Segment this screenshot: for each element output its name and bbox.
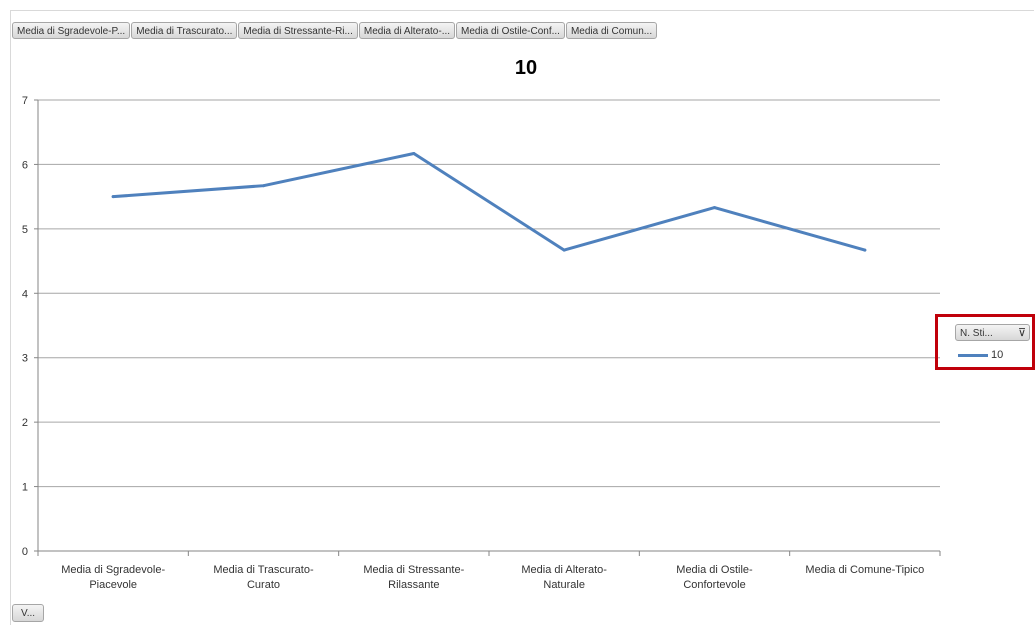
x-axis-categories: Media di Sgradevole- Piacevole Media di Tr… (37, 551, 941, 591)
x-category-label: Media di Alterato- (521, 564, 607, 576)
x-category-label: Piacevole (89, 579, 137, 591)
field-button-alterato[interactable]: Media di Alterato-... (358, 22, 456, 39)
y-tick-label: 4 (22, 288, 28, 300)
data-point (863, 248, 867, 252)
legend-field-button[interactable]: N. Sti... ⊽ (955, 324, 1030, 341)
x-category-label: Naturale (543, 579, 585, 591)
data-point (713, 206, 716, 210)
y-tick-label: 7 (22, 95, 28, 107)
legend-highlight-box (935, 314, 1035, 370)
series (111, 151, 867, 252)
gridlines (38, 99, 940, 488)
value-field-buttons: Media di Sgradevole-P... Media di Trascu… (12, 22, 658, 39)
field-button-stressante[interactable]: Media di Stressante-Ri... (238, 22, 358, 39)
legend-entry: 10 (958, 348, 1003, 362)
y-tick-label: 5 (22, 224, 28, 236)
axes (37, 100, 940, 552)
field-button-ostile[interactable]: Media di Ostile-Conf... (456, 22, 565, 39)
x-category-label: Media di Trascurato- (213, 564, 314, 576)
x-category-label: Rilassante (388, 579, 439, 591)
data-point (562, 248, 566, 252)
y-tick-label: 1 (22, 482, 28, 494)
field-button-comune[interactable]: Media di Comun... (565, 22, 658, 39)
x-category-label: Media di Ostile- (676, 564, 753, 576)
x-category-label: Curato (247, 579, 280, 591)
y-axis-ticks: 0 1 2 3 4 5 6 7 (22, 95, 38, 558)
series-line-0 (111, 151, 867, 252)
chart-title: 10 (515, 57, 537, 79)
x-category-label: Media di Sgradevole- (61, 564, 165, 576)
axis-field-button[interactable]: V... (12, 604, 44, 622)
x-category-label: Media di Comune-Tipico (805, 564, 924, 576)
x-category-label: Media di Stressante- (363, 564, 464, 576)
legend-line-swatch (958, 353, 988, 357)
legend-entry-label: 10 (991, 349, 1004, 361)
data-point (412, 151, 416, 155)
y-tick-label: 0 (22, 546, 28, 558)
x-category-label: Confortevole (683, 579, 745, 591)
chart-frame (10, 10, 1034, 625)
y-tick-label: 3 (22, 353, 28, 365)
data-point (111, 195, 115, 199)
field-button-sgradevole[interactable]: Media di Sgradevole-P... (12, 22, 131, 39)
filter-icon[interactable]: ⊽ (1017, 327, 1026, 339)
field-button-trascurato[interactable]: Media di Trascurato... (131, 22, 238, 39)
y-tick-label: 2 (22, 417, 28, 429)
legend-field-label: N. Sti... (960, 328, 993, 339)
data-point (262, 184, 265, 188)
y-tick-label: 6 (22, 159, 28, 171)
